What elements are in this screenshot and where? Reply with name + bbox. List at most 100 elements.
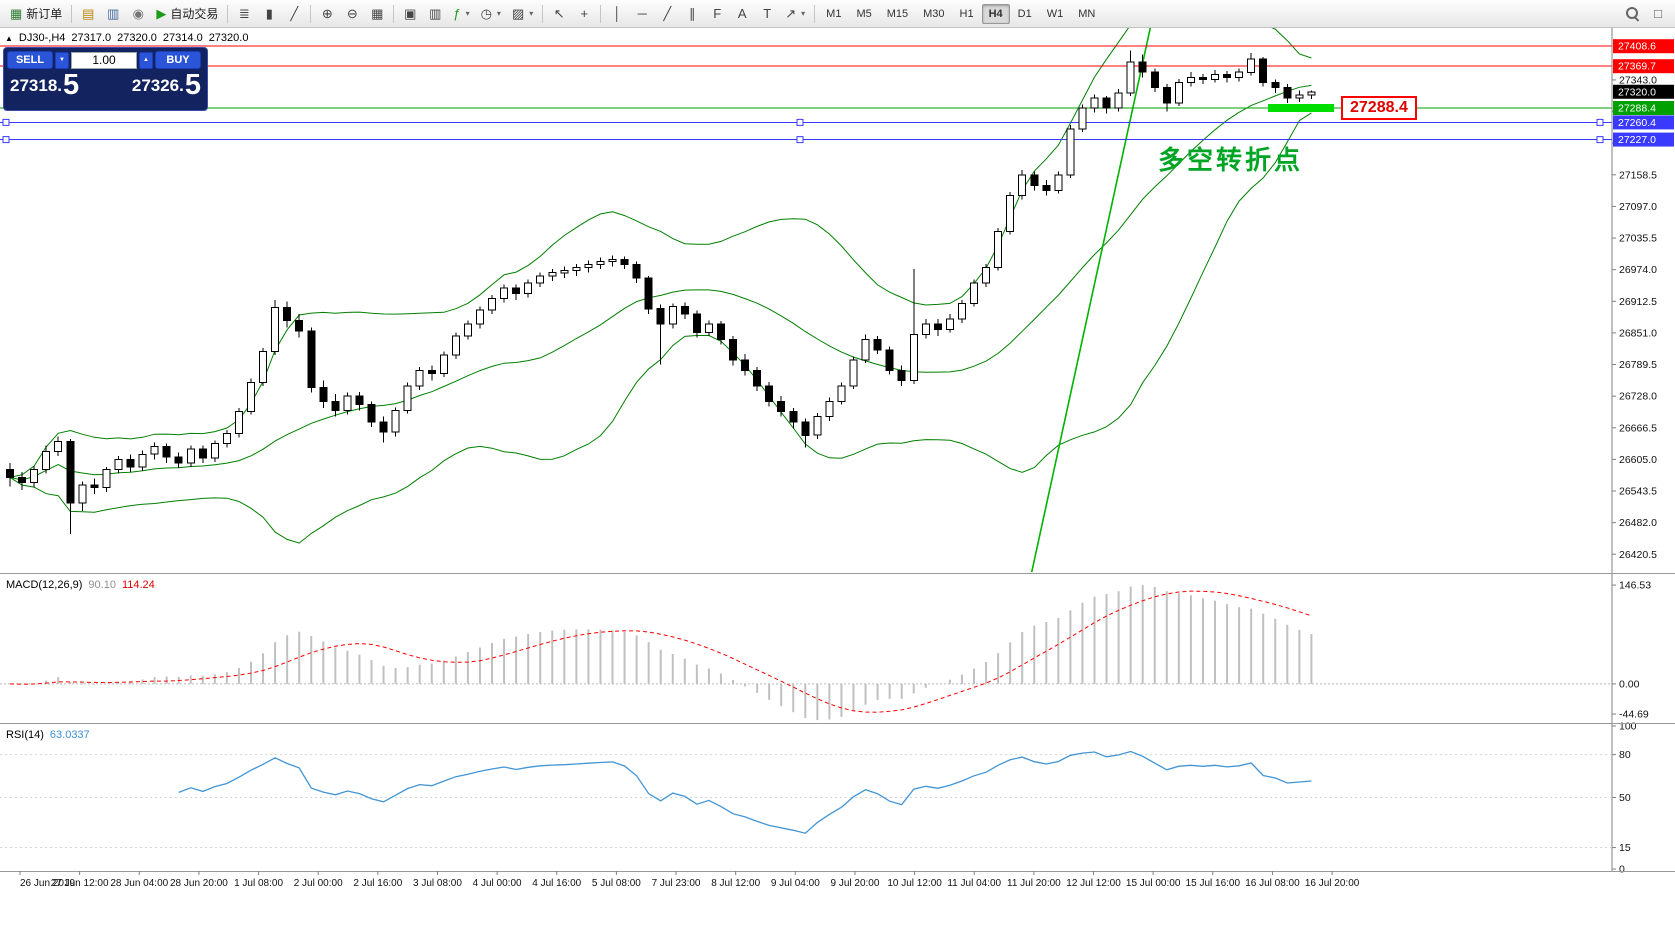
main-toolbar: ▦ 新订单 ▤ ▥ ◉ ▶ 自动交易 ≣ ▮ ╱ ⊕ ⊖ ▦ ▣ ▥ ƒ ▾ ◷ ▾ ▨ ▾ ↖ + │ ─ ╱ ∥ F A T ↗ ▾ M1 M… bbox=[0, 0, 1675, 28]
charts-button[interactable]: ▤ bbox=[76, 3, 100, 25]
candle-body bbox=[909, 333, 918, 382]
chart-annotation-text[interactable]: 多空转折点 bbox=[1158, 145, 1304, 175]
tf-button-h1[interactable]: H1 bbox=[959, 7, 974, 20]
periods-button[interactable]: ◷ ▾ bbox=[476, 3, 506, 25]
tf-button-h4[interactable]: H4 bbox=[981, 3, 1010, 24]
time-label: 2 Jul 00:00 bbox=[294, 878, 343, 889]
toolbar-separator bbox=[542, 4, 544, 23]
volume-input[interactable] bbox=[71, 51, 137, 69]
candle-body bbox=[210, 443, 219, 459]
volume-decrease-button[interactable] bbox=[55, 51, 69, 69]
price-callout-label[interactable]: 27288.4 bbox=[1341, 96, 1417, 120]
macd-axis-label: 146.53 bbox=[1619, 580, 1651, 592]
buy-price[interactable]: 27326. 5 bbox=[132, 69, 201, 103]
price-tick-label: 26728.0 bbox=[1619, 391, 1657, 403]
collapse-panel-arrow-icon[interactable]: ▲ bbox=[5, 33, 13, 43]
candle-body bbox=[343, 395, 352, 412]
candle-body bbox=[1114, 92, 1123, 109]
tf-button-m1[interactable]: M1 bbox=[826, 7, 842, 20]
new-window-button[interactable]: □ bbox=[1646, 3, 1670, 25]
vertical-line-button[interactable]: │ bbox=[605, 3, 629, 25]
tile-windows-button[interactable]: ▦ bbox=[365, 3, 389, 25]
templates-button[interactable]: ▨ ▾ bbox=[507, 3, 538, 25]
tf-button-m30[interactable]: M30 bbox=[923, 7, 945, 20]
tf-button-w1[interactable]: W1 bbox=[1046, 7, 1064, 20]
crosshair-button[interactable]: + bbox=[572, 3, 596, 25]
horizontal-line-button[interactable]: ─ bbox=[630, 3, 654, 25]
line-handle[interactable] bbox=[796, 118, 804, 126]
candle-body bbox=[1307, 91, 1316, 96]
rsi-axis-label: 100 bbox=[1619, 721, 1637, 733]
tf-button-m15[interactable]: M15 bbox=[886, 7, 909, 20]
time-label: 5 Jul 08:00 bbox=[592, 878, 641, 889]
zoom-in-button[interactable]: ⊕ bbox=[315, 3, 339, 25]
price-badge-box bbox=[1613, 84, 1674, 99]
search-icon bbox=[1625, 6, 1640, 21]
channel-button[interactable]: ∥ bbox=[680, 3, 704, 25]
label-button[interactable]: T bbox=[755, 3, 779, 25]
line-chart-button[interactable]: ╱ bbox=[282, 3, 306, 25]
line-handle[interactable] bbox=[1596, 118, 1604, 126]
text-button[interactable]: A bbox=[730, 3, 754, 25]
candle-body bbox=[319, 386, 328, 402]
candle-body bbox=[1054, 174, 1063, 192]
line-handle[interactable] bbox=[1596, 136, 1604, 144]
chart-canvas[interactable]: 27343.027281.527220.027158.527097.027035… bbox=[0, 28, 1675, 892]
macd-axis-label: -44.69 bbox=[1619, 709, 1649, 721]
tf-button-m5[interactable]: M5 bbox=[856, 7, 872, 20]
candle-body bbox=[692, 313, 701, 333]
buy-button[interactable]: BUY bbox=[155, 51, 201, 69]
new-order-button[interactable]: ▦ 新订单 bbox=[5, 3, 67, 25]
cursor-button[interactable]: ↖ bbox=[547, 3, 571, 25]
candle-body bbox=[560, 270, 569, 274]
zoom-out-button[interactable]: ⊖ bbox=[340, 3, 364, 25]
tf-button-mn[interactable]: MN bbox=[1078, 7, 1096, 20]
highlight-segment[interactable] bbox=[1268, 104, 1334, 112]
macd-signal-line bbox=[9, 590, 1312, 713]
price-axis[interactable]: 27343.027281.527220.027158.527097.027035… bbox=[1612, 39, 1674, 876]
text-tool-icon: A bbox=[737, 6, 747, 21]
indicators-button[interactable]: ƒ ▾ bbox=[448, 3, 474, 25]
line-handle[interactable] bbox=[2, 136, 10, 144]
arrows-button[interactable]: ↗ ▾ bbox=[780, 3, 810, 25]
volume-increase-button[interactable] bbox=[139, 51, 153, 69]
candle-body bbox=[1078, 107, 1087, 130]
autotrading-play-icon: ▶ bbox=[156, 5, 167, 21]
zoom-in-icon: ⊕ bbox=[321, 5, 333, 21]
terminal-button[interactable]: ◉ bbox=[126, 3, 150, 25]
tf-button-d1[interactable]: D1 bbox=[1017, 7, 1032, 20]
candle-body bbox=[198, 448, 207, 459]
fibonacci-button[interactable]: F bbox=[705, 3, 729, 25]
trendline-button[interactable]: ╱ bbox=[655, 3, 679, 25]
autotrading-button[interactable]: ▶ 自动交易 bbox=[151, 3, 223, 25]
vertical-line-icon: │ bbox=[613, 6, 622, 21]
candle-body bbox=[234, 411, 243, 435]
dropdown-arrow-icon: ▾ bbox=[801, 9, 806, 18]
candle-body bbox=[307, 330, 316, 388]
candle-body bbox=[945, 318, 954, 330]
candle-chart-button[interactable]: ▮ bbox=[257, 3, 281, 25]
sell-price[interactable]: 27318. 5 bbox=[10, 69, 79, 103]
candle-body bbox=[897, 369, 906, 382]
trendline-object[interactable] bbox=[1030, 28, 1152, 580]
candle-body bbox=[90, 484, 99, 489]
candle-body bbox=[1006, 195, 1015, 233]
candle-body bbox=[54, 440, 63, 453]
time-label: 4 Jul 00:00 bbox=[473, 878, 522, 889]
bar-chart-button[interactable]: ≣ bbox=[232, 3, 256, 25]
sell-button[interactable]: SELL bbox=[7, 51, 53, 69]
buy-price-big-digit: 5 bbox=[184, 69, 201, 101]
candle-body bbox=[512, 287, 521, 294]
chart-folder-icon: ▤ bbox=[82, 5, 95, 21]
tile-vertical-button[interactable]: ▥ bbox=[423, 3, 447, 25]
autotrading-button-label: 自动交易 bbox=[170, 7, 219, 21]
search-button[interactable] bbox=[1620, 3, 1645, 25]
macd-main-value: 90.10 bbox=[88, 579, 116, 591]
line-handle[interactable] bbox=[2, 118, 10, 126]
price-tick-label: 26789.5 bbox=[1619, 359, 1657, 371]
line-handle[interactable] bbox=[796, 136, 804, 144]
profiles-button[interactable]: ▥ bbox=[101, 3, 125, 25]
cascade-windows-button[interactable]: ▣ bbox=[398, 3, 422, 25]
candle-body bbox=[608, 258, 617, 262]
